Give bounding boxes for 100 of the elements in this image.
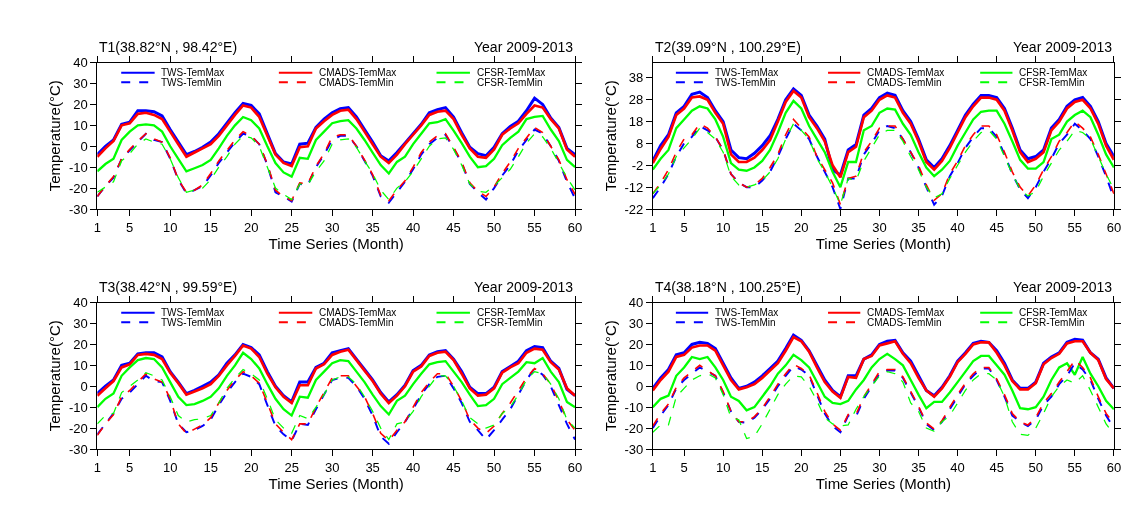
y-tick-label: -10 [624,399,644,415]
legend-label: CMADS-TemMin [867,77,942,88]
y-tick-label: 38 [628,70,644,86]
y-tick-label: -30 [624,441,644,457]
legend-label: TWS-TemMin [161,77,222,88]
y-tick-label: -20 [68,180,88,196]
x-tick-label: 20 [794,219,809,235]
x-tick-label: 60 [1106,219,1122,235]
y-tick-label: 0 [80,378,88,394]
chart-subtitle: Year 2009-2013 [1013,39,1113,55]
legend-label: TWS-TemMax [715,67,779,78]
chart-title: T4(38.18°N , 100.25°E) [655,279,801,295]
chart-subtitle: Year 2009-2013 [474,279,574,295]
legend-label: CMADS-TemMin [319,77,394,88]
chart-subtitle: Year 2009-2013 [474,39,574,55]
legend-label: CFSR-TemMin [477,317,543,328]
x-tick-label: 15 [203,459,218,475]
y-tick-label: 40 [73,55,88,71]
y-tick-label: -30 [68,201,88,217]
y-tick-label: 10 [73,117,88,133]
y-tick-label: 40 [628,295,644,311]
legend-label: TWS-TemMin [715,317,776,328]
y-tick-label: -20 [68,420,88,436]
x-tick-label: 50 [1028,219,1043,235]
x-tick-label: 1 [649,219,657,235]
y-tick-label: 0 [635,378,644,394]
x-tick-label: 40 [950,219,965,235]
x-tick-label: 5 [680,219,688,235]
x-axis-title: Time Series (Month) [815,474,952,492]
x-tick-label: 10 [162,459,178,475]
y-tick-label: 18 [628,114,644,130]
y-tick-label: -10 [68,399,88,415]
x-tick-label: 60 [567,459,583,475]
legend-label: CMADS-TemMin [867,317,942,328]
x-tick-label: 60 [567,219,583,235]
y-tick-label: 40 [73,295,88,311]
y-tick-label: 0 [80,138,88,154]
legend-label: CFSR-TemMax [477,307,546,318]
x-tick-label: 50 [486,459,502,475]
x-tick-label: 40 [405,459,421,475]
legend-label: CMADS-TemMax [319,67,397,78]
x-tick-label: 15 [203,219,218,235]
x-tick-label: 5 [680,459,688,475]
y-tick-label: -12 [624,179,644,195]
x-tick-label: 5 [126,459,134,475]
y-tick-label: -30 [68,441,88,457]
x-axis-title: Time Series (Month) [268,234,404,252]
legend-label: CFSR-TemMax [477,67,546,78]
x-tick-label: 35 [911,219,926,235]
legend-label: CMADS-TemMax [867,67,945,78]
chart-title: T1(38.82°N , 98.42°E) [99,39,238,55]
x-tick-label: 30 [324,219,340,235]
x-tick-label: 50 [486,219,502,235]
x-tick-label: 45 [446,459,461,475]
x-tick-label: 40 [950,459,965,475]
y-tick-label: -2 [631,157,644,173]
legend-label: CFSR-TemMin [1019,77,1085,88]
x-tick-label: 15 [755,219,770,235]
x-tick-label: 60 [1106,459,1122,475]
y-axis-title: Temperature(°C) [601,320,619,432]
y-tick-label: 30 [73,316,88,332]
legend-label: TWS-TemMin [715,77,776,88]
x-tick-label: 55 [1067,219,1083,235]
x-tick-label: 45 [446,219,461,235]
x-tick-label: 35 [365,219,380,235]
x-tick-label: 10 [162,219,178,235]
x-tick-label: 50 [1028,459,1043,475]
chart-title: T2(39.09°N , 100.29°E) [655,39,801,55]
y-axis-title: Temperature(°C) [46,80,64,192]
chart-title: T3(38.42°N , 99.59°E) [99,279,238,295]
x-tick-label: 30 [324,459,340,475]
legend-label: CMADS-TemMin [319,317,394,328]
x-tick-label: 20 [794,459,809,475]
legend-label: CFSR-TemMax [1019,67,1088,78]
y-tick-label: -20 [624,420,644,436]
x-tick-label: 45 [989,459,1004,475]
x-axis-title: Time Series (Month) [268,474,404,492]
legend-label: CFSR-TemMax [1019,307,1088,318]
legend-label: CFSR-TemMin [1019,317,1085,328]
y-tick-label: 10 [628,357,644,373]
y-tick-label: 8 [635,136,644,151]
y-tick-label: 10 [73,357,88,373]
x-tick-label: 25 [284,219,299,235]
x-tick-label: 1 [93,219,101,235]
x-tick-label: 25 [284,459,299,475]
y-tick-label: 30 [73,76,88,92]
x-tick-label: 1 [93,459,101,475]
legend-label: TWS-TemMin [161,317,222,328]
x-tick-label: 30 [872,219,887,235]
y-tick-label: 20 [73,96,88,112]
y-tick-label: 30 [628,316,644,332]
x-tick-label: 10 [715,219,731,235]
y-tick-label: 20 [73,336,88,352]
x-tick-label: 55 [1067,459,1083,475]
x-tick-label: 35 [365,459,380,475]
x-tick-label: 25 [833,459,848,475]
y-tick-label: -22 [624,201,644,217]
y-tick-label: -10 [68,159,88,175]
x-axis-title: Time Series (Month) [815,234,952,252]
legend-label: TWS-TemMax [161,307,225,318]
